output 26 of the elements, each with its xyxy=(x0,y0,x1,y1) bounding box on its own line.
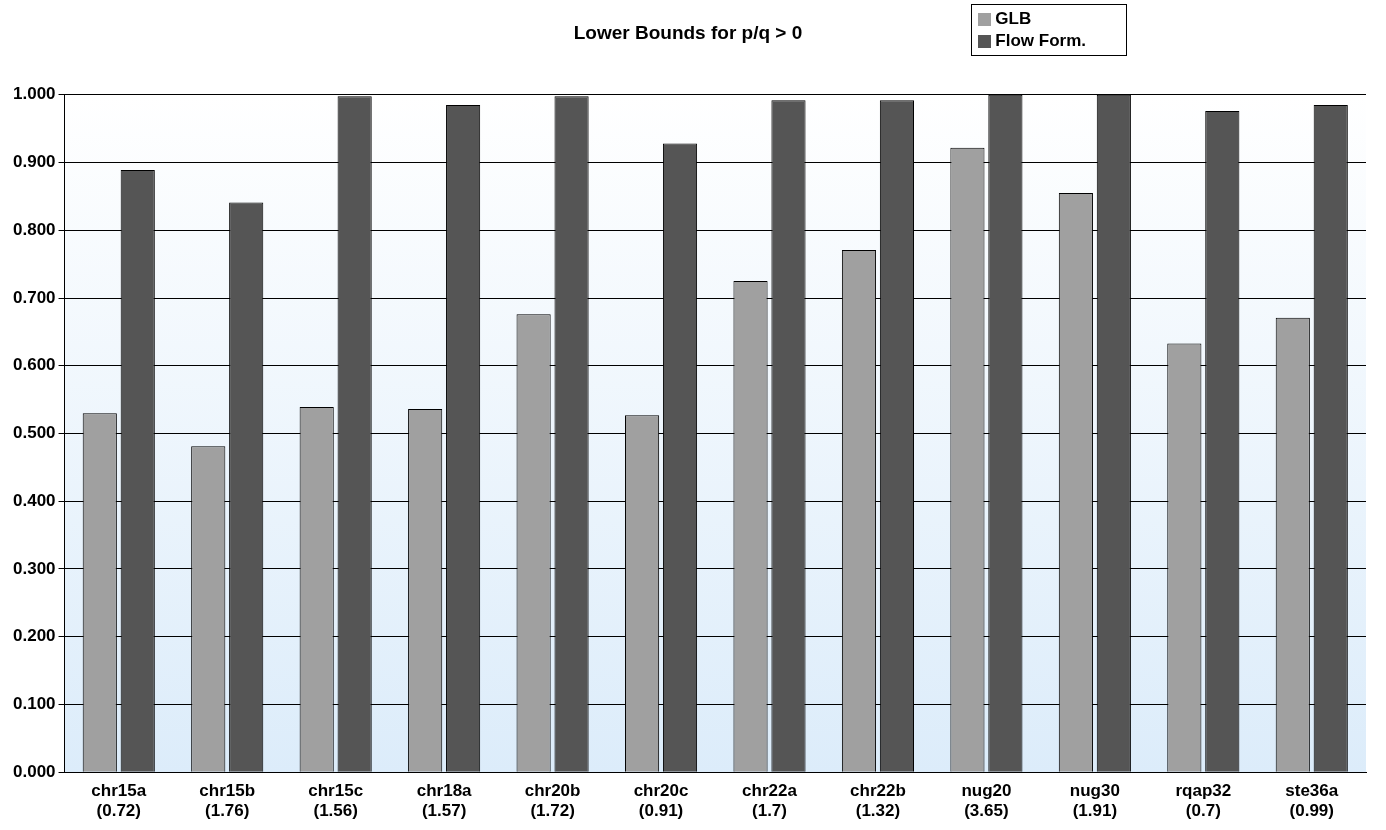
x-tick-label: rqap32 (0.7) xyxy=(1175,781,1232,821)
y-tick-label: 0.000 xyxy=(12,761,56,781)
x-tick-label: chr20c (0.91) xyxy=(633,781,689,821)
x-tick-label: ste36a (0.99) xyxy=(1285,781,1339,821)
y-tick-label: 0.900 xyxy=(12,152,56,172)
y-tick-label: 0.400 xyxy=(12,490,56,510)
y-tick-label: 1.000 xyxy=(12,84,56,104)
x-tick-label: nug30 (1.91) xyxy=(1069,781,1120,821)
chart-title: Lower Bounds for p/q > 0 xyxy=(573,21,803,43)
y-tick-label: 0.300 xyxy=(12,558,56,578)
x-tick-label: nug20 (3.65) xyxy=(961,781,1012,821)
y-tick-label: 0.200 xyxy=(12,626,56,646)
y-tick-label: 0.100 xyxy=(12,694,56,714)
x-tick-label: chr15c (1.56) xyxy=(308,781,364,821)
x-tick-label: chr15b (1.76) xyxy=(199,781,256,821)
x-tick-label: chr22b (1.32) xyxy=(850,781,906,821)
legend-label: GLB xyxy=(995,8,1032,30)
x-tick-label: chr15a (0.72) xyxy=(91,781,147,821)
x-tick-label: chr22a (1.7) xyxy=(742,781,798,821)
y-tick-label: 0.700 xyxy=(12,287,56,307)
y-tick-label: 0.600 xyxy=(12,355,56,375)
x-tick-label: chr18a (1.57) xyxy=(416,781,473,821)
y-tick-label: 0.500 xyxy=(12,423,56,443)
legend-label: Flow Form. xyxy=(995,30,1086,52)
x-tick-label: chr20b (1.72) xyxy=(524,781,581,821)
y-tick-label: 0.800 xyxy=(12,219,56,239)
